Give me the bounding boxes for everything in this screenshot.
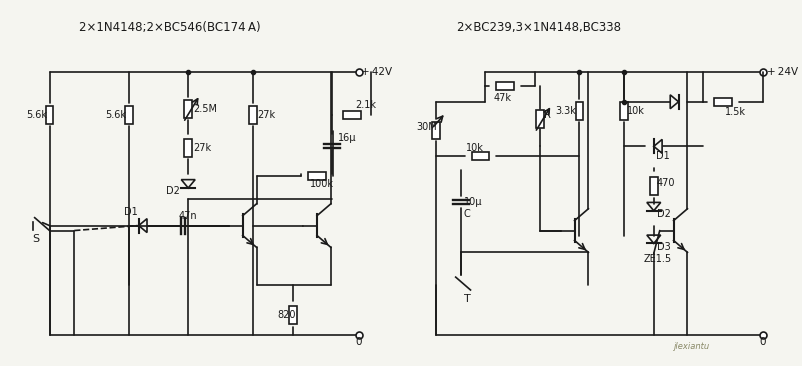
Text: 2.1k: 2.1k bbox=[355, 100, 377, 110]
Text: C: C bbox=[464, 209, 470, 219]
Text: 3.3k: 3.3k bbox=[556, 106, 577, 116]
Text: 10k: 10k bbox=[627, 106, 645, 116]
FancyBboxPatch shape bbox=[432, 122, 439, 139]
FancyBboxPatch shape bbox=[46, 106, 54, 124]
Text: T: T bbox=[464, 294, 470, 304]
Text: D3: D3 bbox=[657, 242, 670, 253]
Text: 0: 0 bbox=[355, 337, 362, 347]
FancyBboxPatch shape bbox=[472, 152, 489, 160]
Text: 10k: 10k bbox=[466, 143, 484, 153]
Text: 27k: 27k bbox=[193, 143, 211, 153]
Text: 2.5M: 2.5M bbox=[193, 104, 217, 114]
Text: 820: 820 bbox=[277, 310, 296, 320]
FancyBboxPatch shape bbox=[342, 111, 361, 119]
Text: 10μ: 10μ bbox=[464, 197, 482, 207]
FancyBboxPatch shape bbox=[536, 110, 544, 127]
Text: 47n: 47n bbox=[178, 211, 197, 221]
Text: 30M: 30M bbox=[416, 122, 437, 131]
Text: + 42V: + 42V bbox=[361, 67, 391, 77]
Text: 47k: 47k bbox=[493, 93, 512, 103]
Text: D2: D2 bbox=[657, 209, 670, 219]
Text: 2×BC239,3×1N4148,BC338: 2×BC239,3×1N4148,BC338 bbox=[456, 21, 621, 34]
Text: ZE1.5: ZE1.5 bbox=[644, 254, 672, 264]
FancyBboxPatch shape bbox=[620, 102, 628, 120]
Text: 100k: 100k bbox=[310, 179, 334, 189]
Text: 27k: 27k bbox=[257, 110, 276, 120]
Text: 470: 470 bbox=[657, 178, 675, 188]
Text: 16μ: 16μ bbox=[338, 134, 356, 143]
FancyBboxPatch shape bbox=[650, 177, 658, 195]
Text: jlexiantu: jlexiantu bbox=[674, 343, 710, 351]
FancyBboxPatch shape bbox=[290, 306, 298, 324]
Text: D1: D1 bbox=[124, 207, 138, 217]
Text: D2: D2 bbox=[167, 186, 180, 196]
FancyBboxPatch shape bbox=[249, 106, 257, 124]
Text: + 24V: + 24V bbox=[767, 67, 798, 77]
FancyBboxPatch shape bbox=[715, 98, 732, 106]
FancyBboxPatch shape bbox=[576, 102, 583, 120]
Text: 2×1N4148;2×BC546(BC174 A): 2×1N4148;2×BC546(BC174 A) bbox=[79, 21, 261, 34]
Text: 5.6k: 5.6k bbox=[26, 110, 47, 120]
Text: R: R bbox=[544, 110, 551, 120]
Text: 5.6k: 5.6k bbox=[105, 110, 126, 120]
FancyBboxPatch shape bbox=[184, 100, 192, 117]
FancyBboxPatch shape bbox=[125, 106, 133, 124]
FancyBboxPatch shape bbox=[184, 139, 192, 157]
FancyBboxPatch shape bbox=[496, 82, 514, 90]
Text: S: S bbox=[33, 235, 40, 244]
Text: 0: 0 bbox=[759, 337, 766, 347]
Text: D1: D1 bbox=[656, 151, 670, 161]
FancyBboxPatch shape bbox=[308, 172, 326, 180]
Text: 1.5k: 1.5k bbox=[725, 107, 746, 117]
